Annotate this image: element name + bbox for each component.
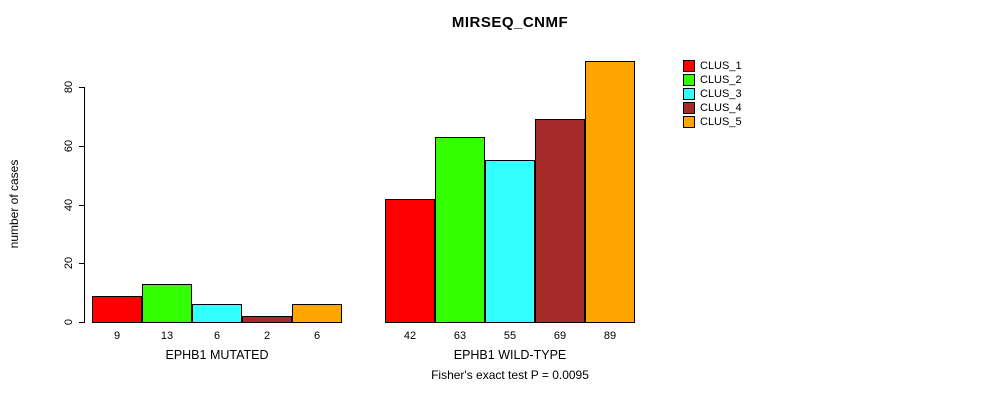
y-tick-mark	[79, 322, 84, 323]
bar-value-label: 42	[403, 330, 417, 342]
legend: CLUS_1 CLUS_2 CLUS_3 CLUS_4 CLUS_5	[683, 60, 742, 130]
bar	[92, 296, 142, 323]
annotation-text: Fisher's exact test P = 0.0095	[431, 368, 589, 382]
group-label: EPHB1 WILD-TYPE	[453, 348, 567, 362]
legend-label: CLUS_3	[700, 88, 742, 100]
legend-swatch-icon	[683, 116, 695, 128]
group-label: EPHB1 MUTATED	[165, 348, 269, 362]
legend-label: CLUS_5	[700, 116, 742, 128]
bar	[485, 160, 535, 323]
legend-label: CLUS_1	[700, 60, 742, 72]
bar	[142, 284, 192, 323]
legend-item: CLUS_3	[683, 88, 742, 100]
legend-swatch-icon	[683, 88, 695, 100]
y-axis-label: number of cases	[7, 159, 21, 249]
bar	[385, 199, 435, 323]
y-tick-label: 40	[63, 198, 75, 212]
bar-value-label: 6	[313, 330, 321, 342]
legend-label: CLUS_4	[700, 102, 742, 114]
y-tick-mark	[79, 87, 84, 88]
bar-value-label: 9	[113, 330, 121, 342]
legend-label: CLUS_2	[700, 74, 742, 86]
chart-title: MIRSEQ_CNMF	[451, 14, 569, 31]
y-tick-mark	[79, 146, 84, 147]
y-tick-label: 20	[63, 256, 75, 270]
y-tick-label: 80	[63, 80, 75, 94]
bar-value-label: 63	[453, 330, 467, 342]
y-tick-label: 0	[63, 318, 75, 326]
legend-swatch-icon	[683, 60, 695, 72]
bar	[192, 304, 242, 323]
y-tick-mark	[79, 205, 84, 206]
legend-item: CLUS_5	[683, 116, 742, 128]
bar	[292, 304, 342, 323]
bar-value-label: 69	[553, 330, 567, 342]
legend-item: CLUS_2	[683, 74, 742, 86]
y-tick-label: 60	[63, 139, 75, 153]
legend-swatch-icon	[683, 74, 695, 86]
bar	[435, 137, 485, 323]
legend-item: CLUS_1	[683, 60, 742, 72]
bar-value-label: 89	[603, 330, 617, 342]
legend-item: CLUS_4	[683, 102, 742, 114]
bar-value-label: 6	[213, 330, 221, 342]
bar	[585, 61, 635, 323]
legend-swatch-icon	[683, 102, 695, 114]
bar-value-label: 55	[503, 330, 517, 342]
y-tick-mark	[79, 263, 84, 264]
bar-value-label: 2	[263, 330, 271, 342]
bar-value-label: 13	[160, 330, 174, 342]
y-axis-line	[84, 87, 85, 323]
bar	[535, 119, 585, 323]
bar	[242, 316, 292, 323]
